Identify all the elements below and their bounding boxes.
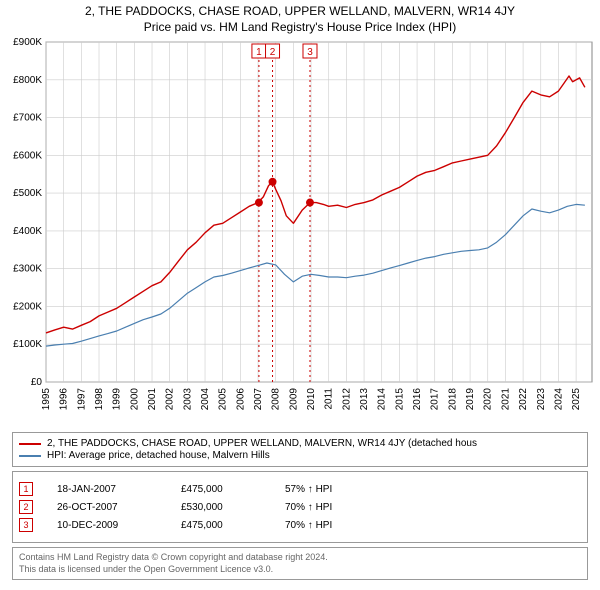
event-date: 26-OCT-2007 [57, 502, 157, 513]
svg-text:1999: 1999 [112, 388, 123, 411]
footer-line-1: Contains HM Land Registry data © Crown c… [19, 552, 581, 564]
title-line-2: Price paid vs. HM Land Registry's House … [0, 20, 600, 34]
svg-text:1: 1 [256, 47, 262, 58]
svg-text:2007: 2007 [253, 388, 264, 411]
legend-swatch-blue [19, 455, 41, 457]
event-delta: 70% ↑ HPI [285, 502, 375, 513]
svg-text:2002: 2002 [165, 388, 176, 411]
legend-label: 2, THE PADDOCKS, CHASE ROAD, UPPER WELLA… [47, 438, 477, 449]
svg-text:2: 2 [270, 47, 276, 58]
svg-text:2024: 2024 [553, 388, 564, 411]
event-price: £475,000 [181, 520, 261, 531]
chart-container: 2, THE PADDOCKS, CHASE ROAD, UPPER WELLA… [0, 0, 600, 580]
event-row: 3 10-DEC-2009 £475,000 70% ↑ HPI [19, 518, 581, 532]
chart-svg: £0 £100K £200K £300K £400K £500K £600K £700K £80… [0, 36, 600, 426]
svg-text:£400K: £400K [13, 226, 42, 237]
title-line-1: 2, THE PADDOCKS, CHASE ROAD, UPPER WELLA… [0, 4, 600, 18]
svg-text:1996: 1996 [59, 388, 70, 411]
svg-text:£800K: £800K [13, 75, 42, 86]
svg-text:1997: 1997 [76, 388, 87, 411]
svg-text:£600K: £600K [13, 150, 42, 161]
event-marker-icon: 3 [19, 518, 33, 532]
event-marker-icon: 2 [19, 500, 33, 514]
event-marker-icon: 1 [19, 482, 33, 496]
legend-row: 2, THE PADDOCKS, CHASE ROAD, UPPER WELLA… [19, 438, 581, 449]
svg-text:2025: 2025 [571, 388, 582, 411]
svg-text:2009: 2009 [288, 388, 299, 411]
legend-box: 2, THE PADDOCKS, CHASE ROAD, UPPER WELLA… [12, 432, 588, 467]
footer-line-2: This data is licensed under the Open Gov… [19, 564, 581, 576]
events-box: 1 18-JAN-2007 £475,000 57% ↑ HPI 2 26-OC… [12, 471, 588, 543]
event-date: 18-JAN-2007 [57, 484, 157, 495]
svg-text:3: 3 [307, 47, 313, 58]
event-delta: 70% ↑ HPI [285, 520, 375, 531]
svg-text:2013: 2013 [359, 388, 370, 411]
event-row: 1 18-JAN-2007 £475,000 57% ↑ HPI [19, 482, 581, 496]
svg-text:2004: 2004 [200, 388, 211, 411]
event-delta: 57% ↑ HPI [285, 484, 375, 495]
svg-text:2023: 2023 [536, 388, 547, 411]
event-date: 10-DEC-2009 [57, 520, 157, 531]
svg-text:£700K: £700K [13, 113, 42, 124]
svg-text:2008: 2008 [271, 388, 282, 411]
svg-text:£900K: £900K [13, 37, 42, 48]
svg-text:2006: 2006 [235, 388, 246, 411]
svg-text:2021: 2021 [500, 388, 511, 411]
svg-text:2010: 2010 [306, 388, 317, 411]
svg-text:£200K: £200K [13, 301, 42, 312]
svg-text:£300K: £300K [13, 264, 42, 275]
legend-swatch-red [19, 443, 41, 445]
svg-text:2020: 2020 [483, 388, 494, 411]
legend-label: HPI: Average price, detached house, Malv… [47, 450, 270, 461]
svg-text:2001: 2001 [147, 388, 158, 411]
event-price: £530,000 [181, 502, 261, 513]
svg-text:2022: 2022 [518, 388, 529, 411]
svg-text:1998: 1998 [94, 388, 105, 411]
svg-text:2012: 2012 [341, 388, 352, 411]
svg-text:2003: 2003 [182, 388, 193, 411]
event-price: £475,000 [181, 484, 261, 495]
svg-text:1995: 1995 [41, 388, 52, 411]
event-row: 2 26-OCT-2007 £530,000 70% ↑ HPI [19, 500, 581, 514]
legend-row: HPI: Average price, detached house, Malv… [19, 450, 581, 461]
svg-text:2019: 2019 [465, 388, 476, 411]
svg-text:2000: 2000 [129, 388, 140, 411]
svg-text:£0: £0 [31, 377, 43, 388]
svg-text:£500K: £500K [13, 188, 42, 199]
svg-text:£100K: £100K [13, 339, 42, 350]
chart-plot: £0 £100K £200K £300K £400K £500K £600K £700K £80… [0, 36, 600, 426]
svg-text:2005: 2005 [218, 388, 229, 411]
svg-text:2016: 2016 [412, 388, 423, 411]
svg-text:2017: 2017 [430, 388, 441, 411]
svg-text:2015: 2015 [394, 388, 405, 411]
title-area: 2, THE PADDOCKS, CHASE ROAD, UPPER WELLA… [0, 0, 600, 36]
footer-box: Contains HM Land Registry data © Crown c… [12, 547, 588, 580]
svg-text:2011: 2011 [324, 388, 335, 410]
svg-text:2018: 2018 [447, 388, 458, 411]
svg-text:2014: 2014 [377, 388, 388, 411]
